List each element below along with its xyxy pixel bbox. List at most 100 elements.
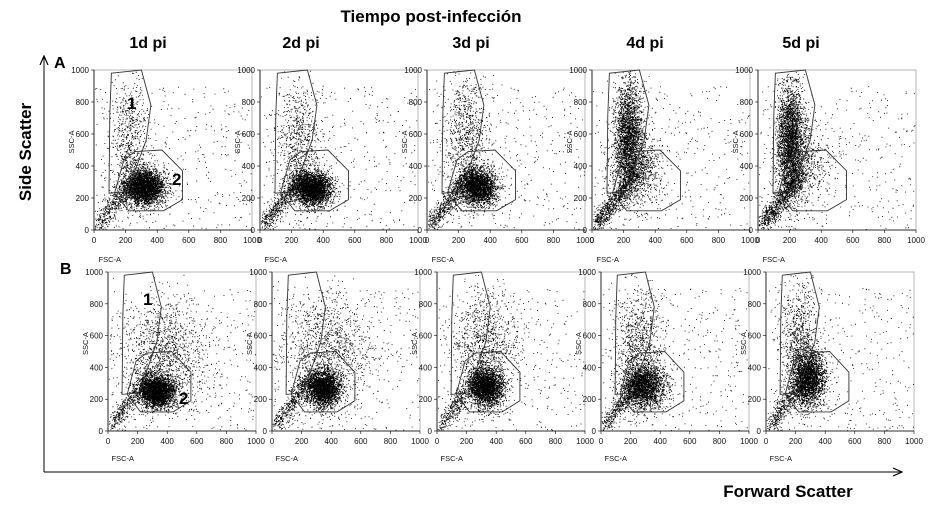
scatter-panel-b-1: 0 200 400 600 800 100002004006008001000FSC-AS… (81, 268, 265, 463)
x-tick-label: 400 (649, 236, 663, 245)
y-tick-label: 0 (85, 226, 90, 235)
scatter-points (94, 71, 253, 230)
y-tick-label: 600 (254, 332, 268, 341)
gate-1-polygon (450, 271, 491, 395)
x-tick-label: 400 (161, 437, 175, 446)
y-tick-label: 0 (583, 226, 588, 235)
y-tick-label: 600 (409, 130, 423, 139)
gate-1-polygon (121, 271, 162, 395)
y-tick-label: 1000 (85, 268, 103, 277)
y-tick-label: 200 (242, 194, 256, 203)
y-axis-name: SSC-A (400, 131, 409, 154)
y-tick-label: 400 (254, 363, 268, 372)
x-tick-label: 200 (789, 437, 803, 446)
y-tick-label: 1000 (569, 66, 587, 75)
y-tick-label: 0 (757, 427, 762, 436)
x-tick-label: 0 (764, 437, 769, 446)
x-tick-label: 800 (384, 437, 398, 446)
x-tick-label: 800 (547, 236, 561, 245)
y-tick-label: 600 (242, 130, 256, 139)
scatter-points (428, 70, 585, 230)
gate-1-label: 1 (127, 94, 136, 113)
y-tick-label: 600 (748, 332, 762, 341)
x-tick-label: 1000 (741, 236, 759, 245)
y-tick-label: 400 (419, 363, 433, 372)
y-axis-name: SSC-A (81, 332, 90, 355)
x-tick-label: 600 (348, 236, 362, 245)
y-axis-name: SSC-A (245, 332, 254, 355)
gate-2-polygon (280, 149, 349, 212)
x-axis-name: FSC-A (432, 255, 455, 264)
gate-2-label: 2 (172, 170, 181, 189)
x-tick-label: 200 (624, 437, 638, 446)
x-tick-label: 800 (220, 437, 234, 446)
scatter-panel-b-3: 0 200 400 600 800 100002004006008001000FSC-AS… (410, 268, 594, 463)
x-tick-label: 600 (846, 236, 860, 245)
gate-2-polygon (612, 149, 681, 212)
scatter-points (437, 275, 585, 432)
x-tick-label: 400 (317, 236, 331, 245)
gate-2-polygon (784, 351, 850, 413)
y-tick-label: 0 (428, 427, 433, 436)
y-tick-label: 200 (90, 395, 104, 404)
x-tick-label: 200 (617, 236, 631, 245)
y-tick-label: 600 (574, 130, 588, 139)
x-axis-name: FSC-A (597, 255, 620, 264)
y-tick-label: 800 (740, 98, 754, 107)
scatter-panel-b-2: 0 200 400 600 800 100002004006008001000FSC-AS… (245, 268, 429, 463)
y-tick-label: 1000 (71, 66, 89, 75)
y-tick-label: 200 (419, 395, 433, 404)
y-tick-label: 600 (583, 332, 597, 341)
x-tick-label: 800 (713, 437, 727, 446)
column-header-3: 3d pi (452, 35, 489, 52)
gate-2-polygon (447, 149, 516, 212)
x-tick-label: 800 (878, 437, 892, 446)
y-tick-label: 200 (748, 395, 762, 404)
y-tick-label: 1000 (249, 268, 267, 277)
panel-frame (271, 271, 421, 432)
y-tick-label: 800 (583, 300, 597, 309)
x-tick-label: 0 (435, 437, 440, 446)
x-tick-label: 600 (683, 437, 697, 446)
scatter-points (272, 275, 420, 431)
y-tick-label: 800 (76, 98, 90, 107)
x-tick-label: 200 (295, 437, 309, 446)
x-tick-label: 0 (92, 236, 97, 245)
x-tick-label: 200 (783, 236, 797, 245)
gate-1-polygon (779, 271, 820, 395)
y-tick-label: 200 (409, 194, 423, 203)
y-tick-label: 200 (76, 194, 90, 203)
x-tick-label: 1000 (411, 437, 429, 446)
y-axis-name: SSC-A (67, 131, 76, 154)
x-tick-label: 1000 (576, 437, 594, 446)
x-tick-label: 600 (848, 437, 862, 446)
x-tick-label: 200 (452, 236, 466, 245)
x-tick-label: 800 (214, 236, 228, 245)
gate-1-polygon (441, 69, 485, 194)
x-tick-label: 0 (258, 236, 263, 245)
column-header-4: 4d pi (626, 35, 663, 52)
y-tick-label: 800 (242, 98, 256, 107)
x-tick-label: 1000 (576, 236, 594, 245)
y-tick-label: 400 (242, 162, 256, 171)
x-tick-label: 400 (151, 236, 165, 245)
x-tick-label: 400 (484, 236, 498, 245)
y-tick-label: 1000 (735, 66, 753, 75)
x-axis-name: FSC-A (112, 454, 135, 463)
y-tick-label: 0 (592, 427, 597, 436)
y-tick-label: 400 (76, 162, 90, 171)
gate-2-polygon (619, 351, 685, 413)
scatter-panel-a-5: 0 200 400 600 800 100002004006008001000FSC-AS… (731, 66, 925, 264)
y-tick-label: 400 (574, 162, 588, 171)
y-axis-label: Side Scatter (16, 102, 35, 201)
scatter-points (766, 274, 914, 432)
x-tick-label: 200 (131, 437, 145, 446)
scatter-points (593, 71, 750, 231)
column-header-1: 1d pi (129, 35, 166, 52)
y-tick-label: 200 (574, 194, 588, 203)
y-tick-label: 800 (254, 300, 268, 309)
x-tick-label: 600 (182, 236, 196, 245)
y-axis-name: SSC-A (565, 131, 574, 154)
y-axis-name: SSC-A (233, 131, 242, 154)
